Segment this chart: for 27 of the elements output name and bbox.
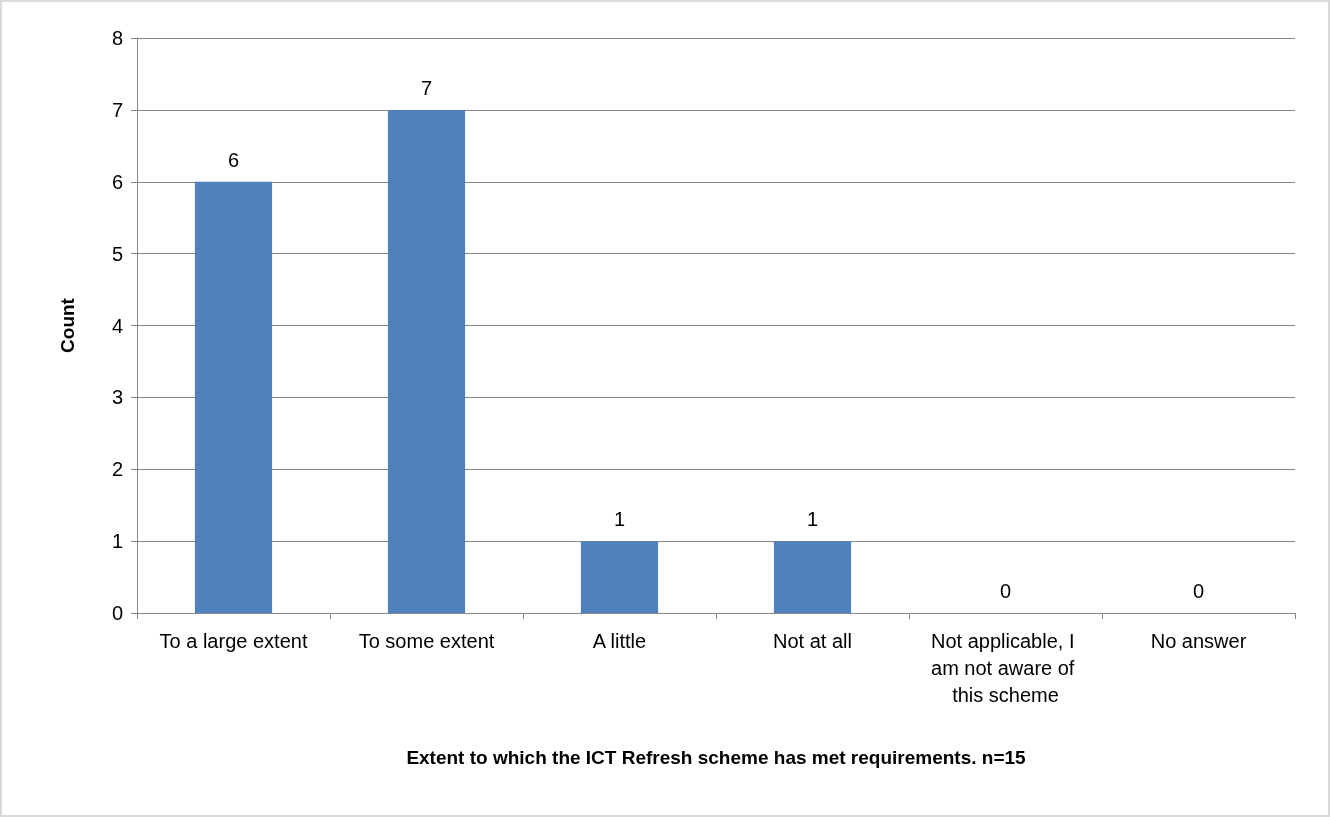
y-tick-label: 2: [111, 458, 123, 481]
y-tick-label: 4: [111, 314, 123, 337]
bar: [580, 541, 659, 613]
x-tick-label: Not applicable, I am not aware of this scheme: [931, 629, 1080, 706]
x-axis-title: Extent to which the ICT Refresh scheme has met requirements. n=15: [406, 747, 1027, 768]
data-label: 0: [1192, 580, 1205, 602]
data-label: 6: [227, 148, 240, 171]
y-tick-label: 3: [111, 386, 123, 409]
y-tick-label: 0: [111, 602, 123, 624]
y-tick-label: 8: [111, 27, 123, 49]
x-tick-label: A little: [592, 629, 647, 652]
x-tick-label: No answer: [1150, 629, 1247, 652]
x-tick-label: To a large extent: [159, 629, 308, 652]
y-axis-title: Count: [57, 297, 78, 353]
bar: [387, 109, 466, 613]
x-tick-label: Not at all: [773, 629, 852, 652]
bar: [194, 181, 273, 613]
y-tick-label: 1: [111, 530, 123, 553]
data-label: 1: [613, 508, 626, 531]
bar: [773, 541, 852, 613]
y-tick-label: 6: [111, 170, 123, 193]
x-tick-label: To some extent: [358, 629, 495, 652]
data-label: 0: [999, 580, 1012, 602]
y-tick-label: 7: [111, 98, 123, 121]
data-label: 1: [806, 508, 819, 531]
data-label: 7: [420, 76, 433, 99]
y-tick-label: 5: [111, 242, 123, 265]
